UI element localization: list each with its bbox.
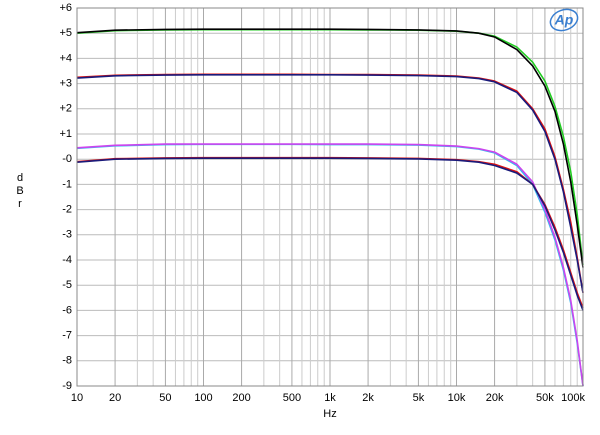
series-line — [76, 157, 584, 311]
x-tick-label: 50 — [159, 392, 171, 404]
grid — [76, 7, 584, 387]
x-axis-label: Hz — [323, 408, 336, 420]
x-tick-label: 20 — [109, 392, 121, 404]
x-tick-label: 20k — [486, 392, 504, 404]
x-tick-label: 100 — [194, 392, 212, 404]
logo: Ap — [549, 8, 579, 32]
x-tick-label: 500 — [283, 392, 301, 404]
y-tick-label: +6 — [59, 2, 72, 14]
y-tick-label: -3 — [62, 229, 72, 241]
y-tick-label: -1 — [62, 178, 72, 190]
y-tick-label: -5 — [62, 279, 72, 291]
y-tick-label: +3 — [59, 78, 72, 90]
x-tick-label: 5k — [413, 392, 425, 404]
x-tick-label: 100k — [561, 392, 585, 404]
y-tick-label: +2 — [59, 103, 72, 115]
y-tick-label: -7 — [62, 330, 72, 342]
x-tick-label: 1k — [324, 392, 336, 404]
logo-text: Ap — [554, 12, 574, 28]
y-tick-label: +4 — [59, 52, 72, 64]
series-line — [76, 73, 584, 293]
x-tick-label: 50k — [536, 392, 554, 404]
y-tick-label: -4 — [62, 254, 72, 266]
plot-frame — [76, 7, 584, 387]
y-tick-label: -2 — [62, 204, 72, 216]
x-tick-label: 10 — [71, 392, 83, 404]
x-tick-label: 200 — [232, 392, 250, 404]
y-tick-label: -9 — [62, 380, 72, 392]
lines — [76, 28, 584, 387]
logo-ring — [549, 8, 579, 32]
y-tick-label: +5 — [59, 27, 72, 39]
x-tick-label: 2k — [362, 392, 374, 404]
x-tick-label: 10k — [448, 392, 466, 404]
series-line — [76, 143, 584, 387]
y-tick-label: +1 — [59, 128, 72, 140]
y-axis-label: dBr — [16, 172, 24, 210]
y-tick-label: -0 — [62, 153, 72, 165]
y-tick-label: -8 — [62, 355, 72, 367]
series-line — [76, 28, 584, 268]
y-tick-label: -6 — [62, 304, 72, 316]
